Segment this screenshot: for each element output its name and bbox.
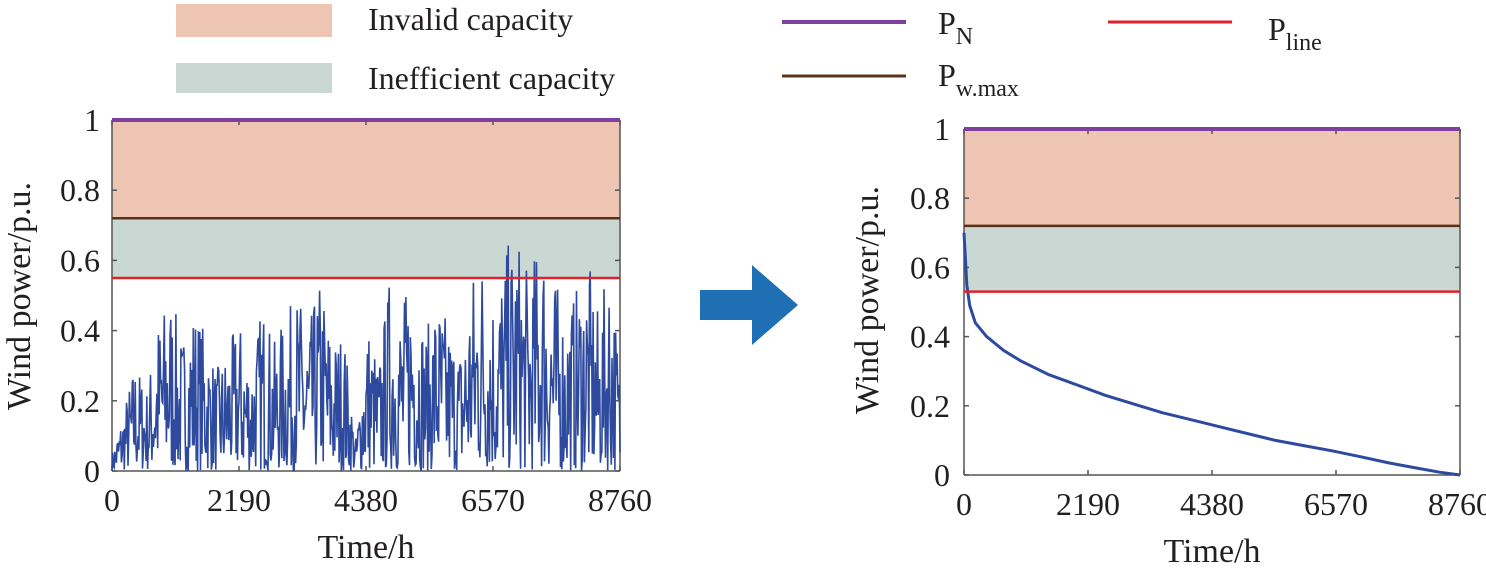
right-y-tick-label: 1 (934, 111, 950, 147)
legend-pline: Pline (1108, 11, 1322, 56)
left-band-invalid (112, 120, 620, 219)
right-x-axis-title: Time/h (1163, 533, 1260, 569)
left-x-tick-label: 2190 (207, 482, 271, 518)
right-x-tick-label: 4380 (1180, 486, 1244, 522)
legend-inefficient-swatch (176, 63, 332, 93)
left-x-axis-title: Time/h (317, 529, 414, 566)
legend-pline-label: Pline (1268, 11, 1322, 56)
right-y-tick-label: 0.8 (910, 180, 950, 216)
left-chart-panel: 0 2190 4380 6570 8760 0 0.2 0.4 0.6 0.8 1 Time/h Win… (1, 102, 652, 566)
left-x-tick-label: 6570 (461, 482, 525, 518)
left-wind-power-series (111, 245, 621, 472)
left-x-tick-label: 8760 (588, 482, 652, 518)
legend-pwmax-label: Pw.max (938, 57, 1019, 102)
left-x-tick-label: 0 (104, 482, 120, 518)
legend-inefficient-label: Inefficient capacity (368, 60, 615, 96)
right-band-invalid (964, 129, 1460, 226)
right-y-tick-label: 0.2 (910, 388, 950, 424)
left-band-inefficient (112, 218, 620, 278)
left-y-tick-label: 0.6 (60, 242, 100, 278)
right-band-inefficient (964, 225, 1460, 292)
left-y-tick-label: 0 (84, 453, 100, 489)
right-x-tick-label: 6570 (1304, 486, 1368, 522)
left-y-tick-label: 0.8 (60, 172, 100, 208)
legend-pwmax: Pw.max (782, 57, 1019, 102)
right-y-tick-label: 0.6 (910, 249, 950, 285)
left-y-tick-label: 0.4 (60, 313, 100, 349)
right-x-tick-label: 2190 (1056, 486, 1120, 522)
right-y-tick-label: 0 (934, 457, 950, 493)
right-x-tick-label: 0 (956, 486, 972, 522)
left-y-tick-label: 0.2 (60, 383, 100, 419)
legend-invalid-label: Invalid capacity (368, 1, 573, 37)
right-arrow-icon (700, 265, 798, 345)
right-chart-panel: 0 2190 4380 6570 8760 0 0.2 0.4 0.6 0.8 1 Time/h Win… (849, 111, 1486, 569)
legend-invalid-swatch (176, 4, 332, 37)
left-y-tick-label: 1 (84, 102, 100, 138)
right-wind-power-duration-series (962, 232, 1461, 477)
left-y-axis-title: Wind power/p.u. (1, 182, 38, 410)
right-x-tick-label: 8760 (1428, 486, 1486, 522)
right-y-axis-title: Wind power/p.u. (849, 186, 886, 414)
legend-invalid-capacity: Invalid capacity (176, 1, 573, 37)
legend-pn-label: PN (938, 5, 973, 50)
right-y-tick-label: 0.4 (910, 319, 950, 355)
legend-inefficient-capacity: Inefficient capacity (176, 60, 615, 96)
left-x-tick-label: 4380 (334, 482, 398, 518)
legend-pn: PN (782, 5, 973, 50)
